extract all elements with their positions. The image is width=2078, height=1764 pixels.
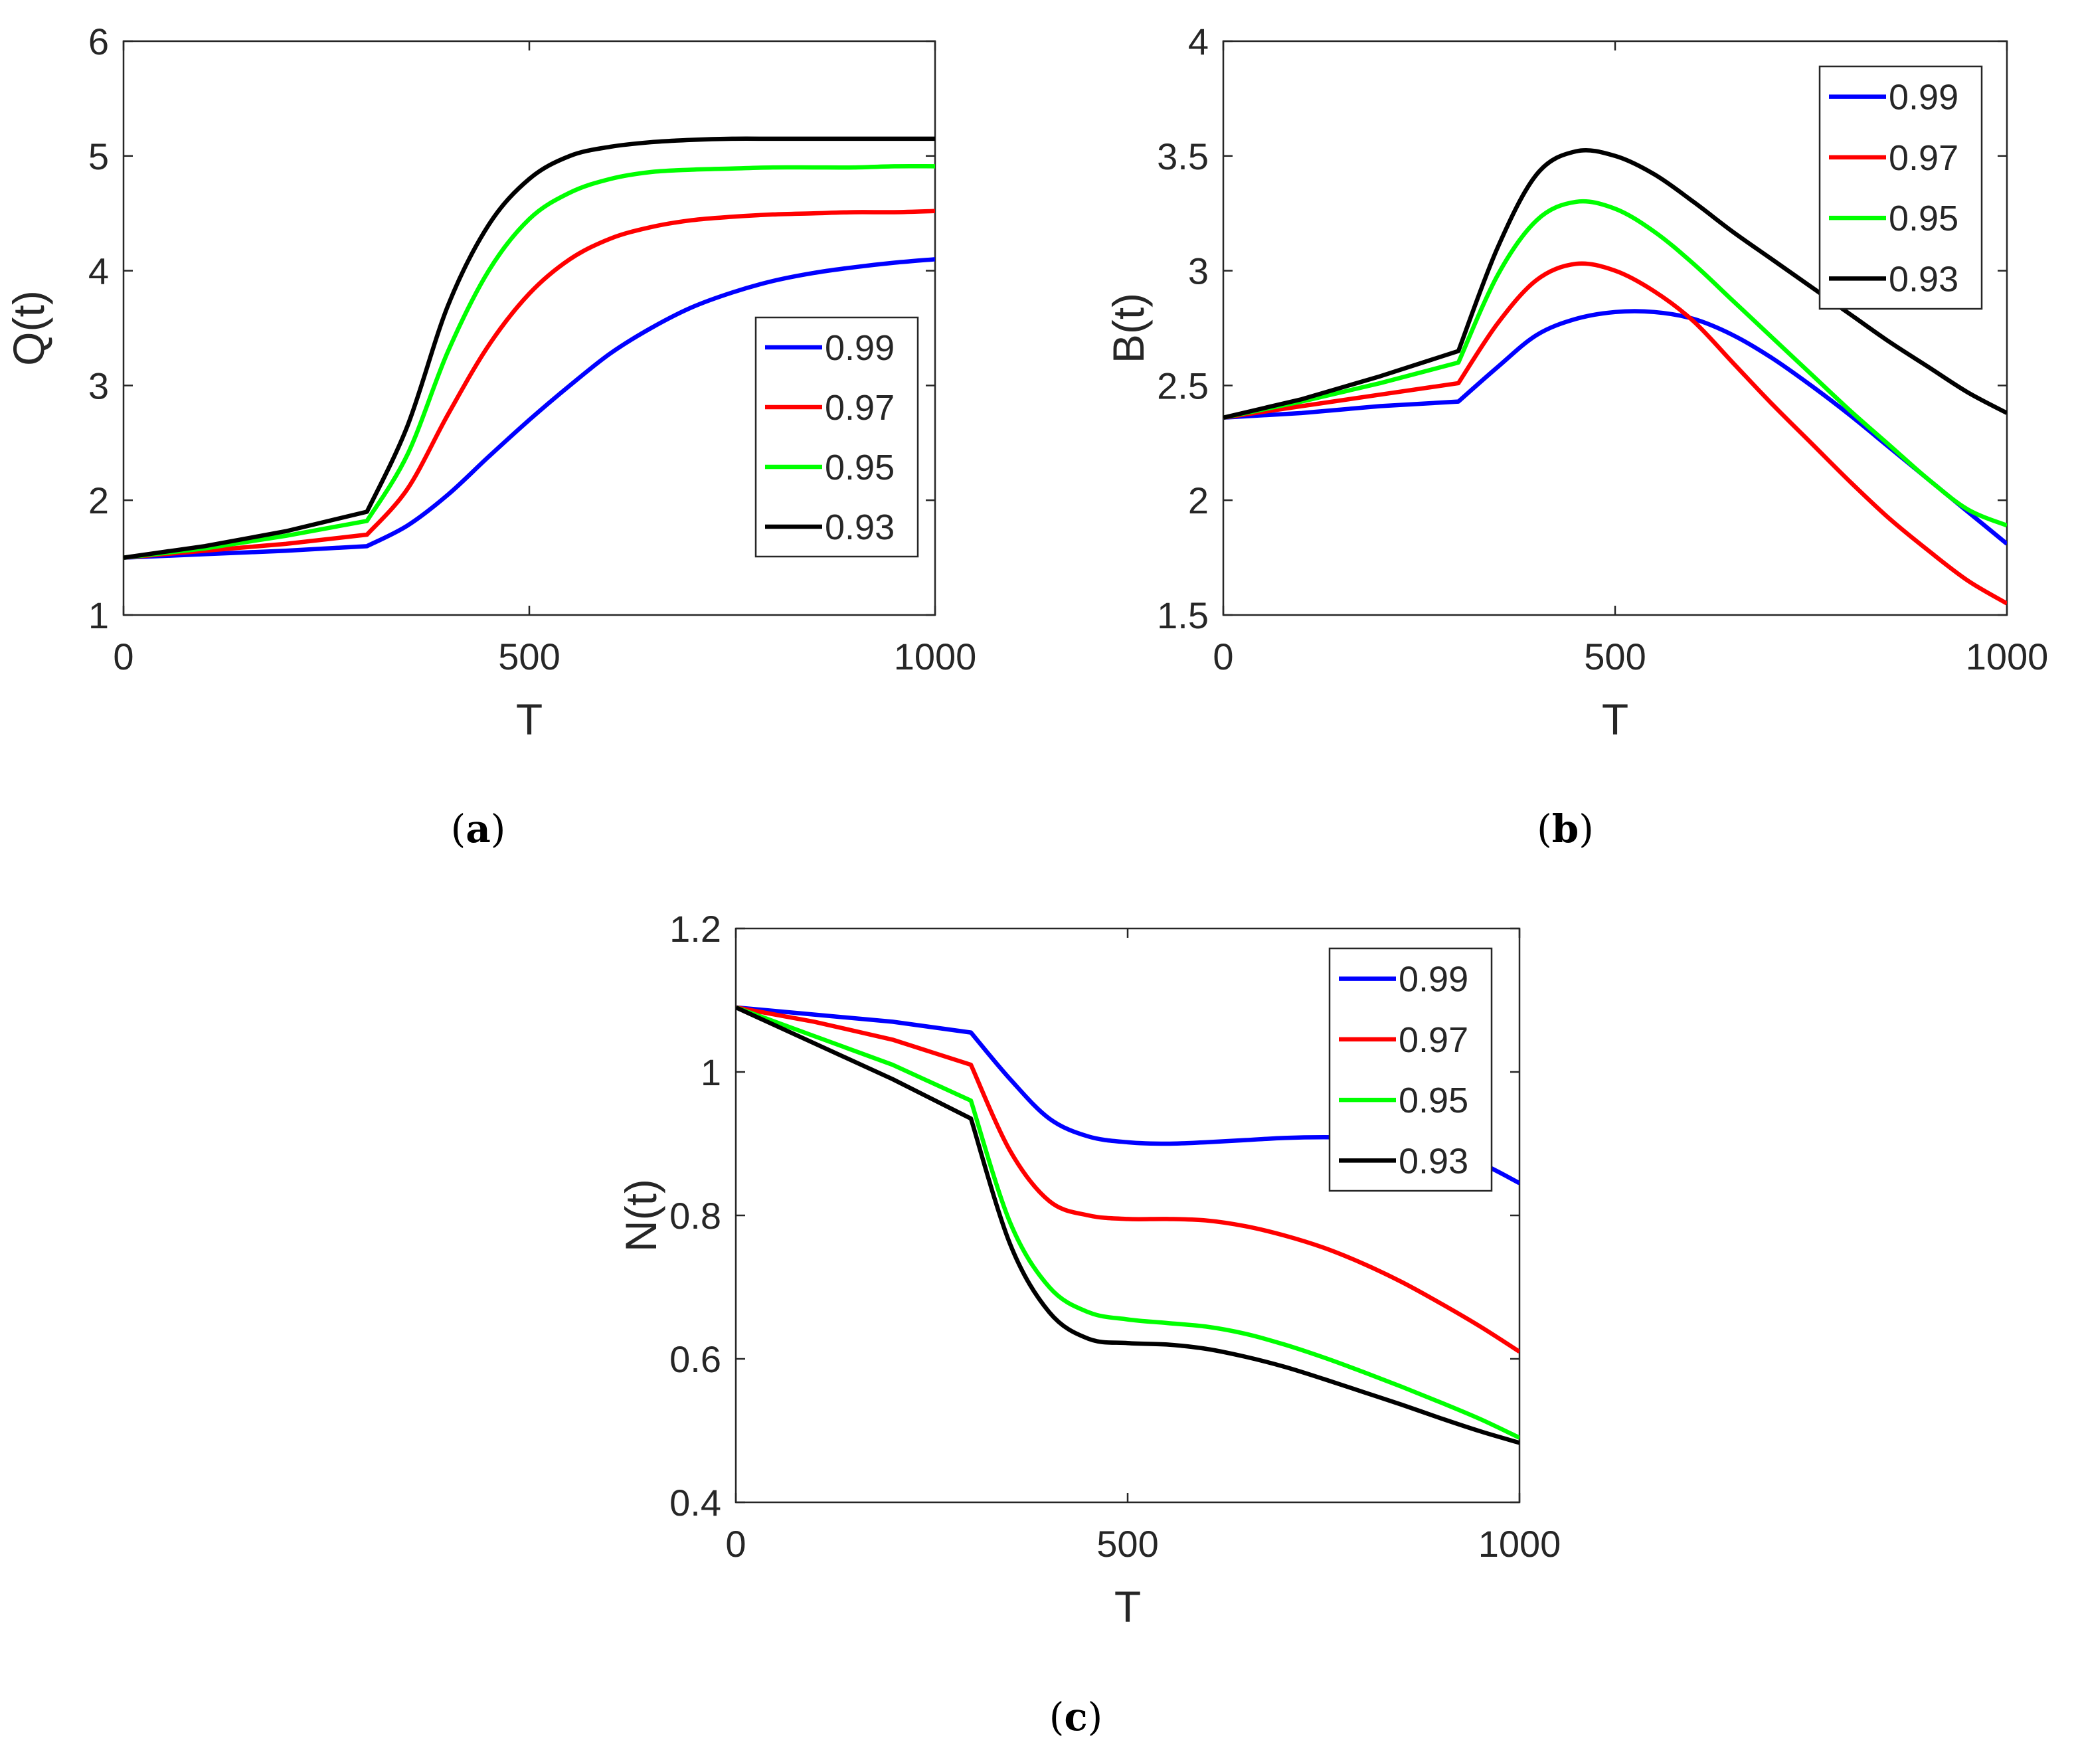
- series-line-0.97: [736, 1005, 1519, 1354]
- legend-entry-label: 0.95: [1399, 1081, 1468, 1120]
- legend: 0.99 0.97 0.95 0.93: [754, 316, 919, 558]
- legend: 0.99 0.97 0.95 0.93: [1818, 65, 1983, 310]
- series-line-0.95: [1223, 199, 2007, 528]
- series-line-0.97: [124, 209, 935, 560]
- y-tick-label: 5: [88, 135, 109, 177]
- y-axis-label: B(t): [1104, 293, 1153, 363]
- x-tick-label: 0: [725, 1523, 746, 1565]
- y-tick-label: 1.5: [1157, 594, 1209, 636]
- y-tick-label: 1.2: [669, 908, 721, 950]
- y-tick-label: 2: [88, 480, 109, 521]
- x-tick-label: 1000: [894, 636, 977, 677]
- y-tick-label: 1: [701, 1051, 721, 1093]
- series-line-0.97: [1223, 261, 2007, 606]
- y-tick-label: 4: [1188, 21, 1209, 62]
- y-axis-label: Q(t): [4, 290, 53, 366]
- series-line-0.93: [736, 1005, 1519, 1445]
- legend-entry-label: 0.97: [825, 388, 895, 428]
- panel-caption: (a): [451, 806, 506, 851]
- x-tick-label: 1000: [1966, 636, 2049, 677]
- legend-entry-label: 0.99: [1889, 78, 1958, 118]
- y-tick-label: 1: [88, 594, 109, 636]
- x-axis-label: T: [1114, 1582, 1141, 1631]
- y-tick-label: 2.5: [1157, 365, 1209, 406]
- x-tick-label: 0: [1213, 636, 1233, 677]
- panel-a: 0 500 1000 1 2 3 4 5 6 T Q(t) 0.99 0.97 0.95 0.93 (a): [4, 21, 976, 851]
- legend-entry-label: 0.99: [825, 328, 895, 368]
- series-group: [1223, 147, 2007, 606]
- panel-caption: (b): [1537, 806, 1594, 851]
- legend-entry-label: 0.99: [1399, 960, 1468, 1000]
- x-tick-label: 1000: [1478, 1523, 1561, 1565]
- x-tick-label: 500: [498, 636, 560, 677]
- legend-entry-label: 0.95: [1889, 199, 1958, 238]
- series-line-0.93: [124, 136, 935, 560]
- series-line-0.93: [1223, 147, 2007, 420]
- panel-c: 0 500 10000.40.60.811.2TN(t)0.990.970.950.…: [616, 908, 1561, 1739]
- legend-entry-label: 0.95: [825, 448, 895, 487]
- series-line-0.95: [124, 163, 935, 560]
- legend-box: [1818, 65, 1983, 310]
- y-tick-label: 3: [88, 365, 109, 406]
- legend-box: [754, 316, 919, 558]
- series-line-0.95: [736, 1005, 1519, 1440]
- y-tick-label: 0.6: [669, 1338, 721, 1380]
- legend-box: [1328, 947, 1493, 1192]
- series-group: [124, 136, 935, 560]
- panel-b: 0 500 10001.522.533.54TB(t)0.990.970.950.9…: [1104, 21, 2048, 851]
- y-tick-label: 4: [88, 250, 109, 292]
- legend: 0.99 0.97 0.95 0.93: [1328, 947, 1493, 1192]
- y-tick-label: 3.5: [1157, 135, 1209, 177]
- x-tick-label: 500: [1096, 1523, 1158, 1565]
- y-tick-label: 3: [1188, 250, 1209, 292]
- legend-entry-label: 0.93: [1889, 259, 1958, 299]
- x-tick-label: 0: [113, 636, 133, 677]
- y-tick-label: 6: [88, 21, 109, 62]
- series-line-0.99: [124, 257, 935, 560]
- legend-entry-label: 0.97: [1889, 138, 1958, 178]
- panel-caption: (c): [1049, 1694, 1103, 1739]
- legend-entry-label: 0.93: [825, 507, 895, 547]
- legend-entry-label: 0.97: [1399, 1020, 1468, 1060]
- y-tick-label: 0.4: [669, 1482, 721, 1524]
- x-axis-label: T: [516, 695, 543, 744]
- legend-entry-label: 0.93: [1399, 1141, 1468, 1181]
- y-tick-label: 2: [1188, 480, 1209, 521]
- x-axis-label: T: [1602, 695, 1628, 744]
- y-axis-label: N(t): [616, 1179, 665, 1252]
- x-tick-label: 500: [1584, 636, 1646, 677]
- y-tick-label: 0.8: [669, 1195, 721, 1237]
